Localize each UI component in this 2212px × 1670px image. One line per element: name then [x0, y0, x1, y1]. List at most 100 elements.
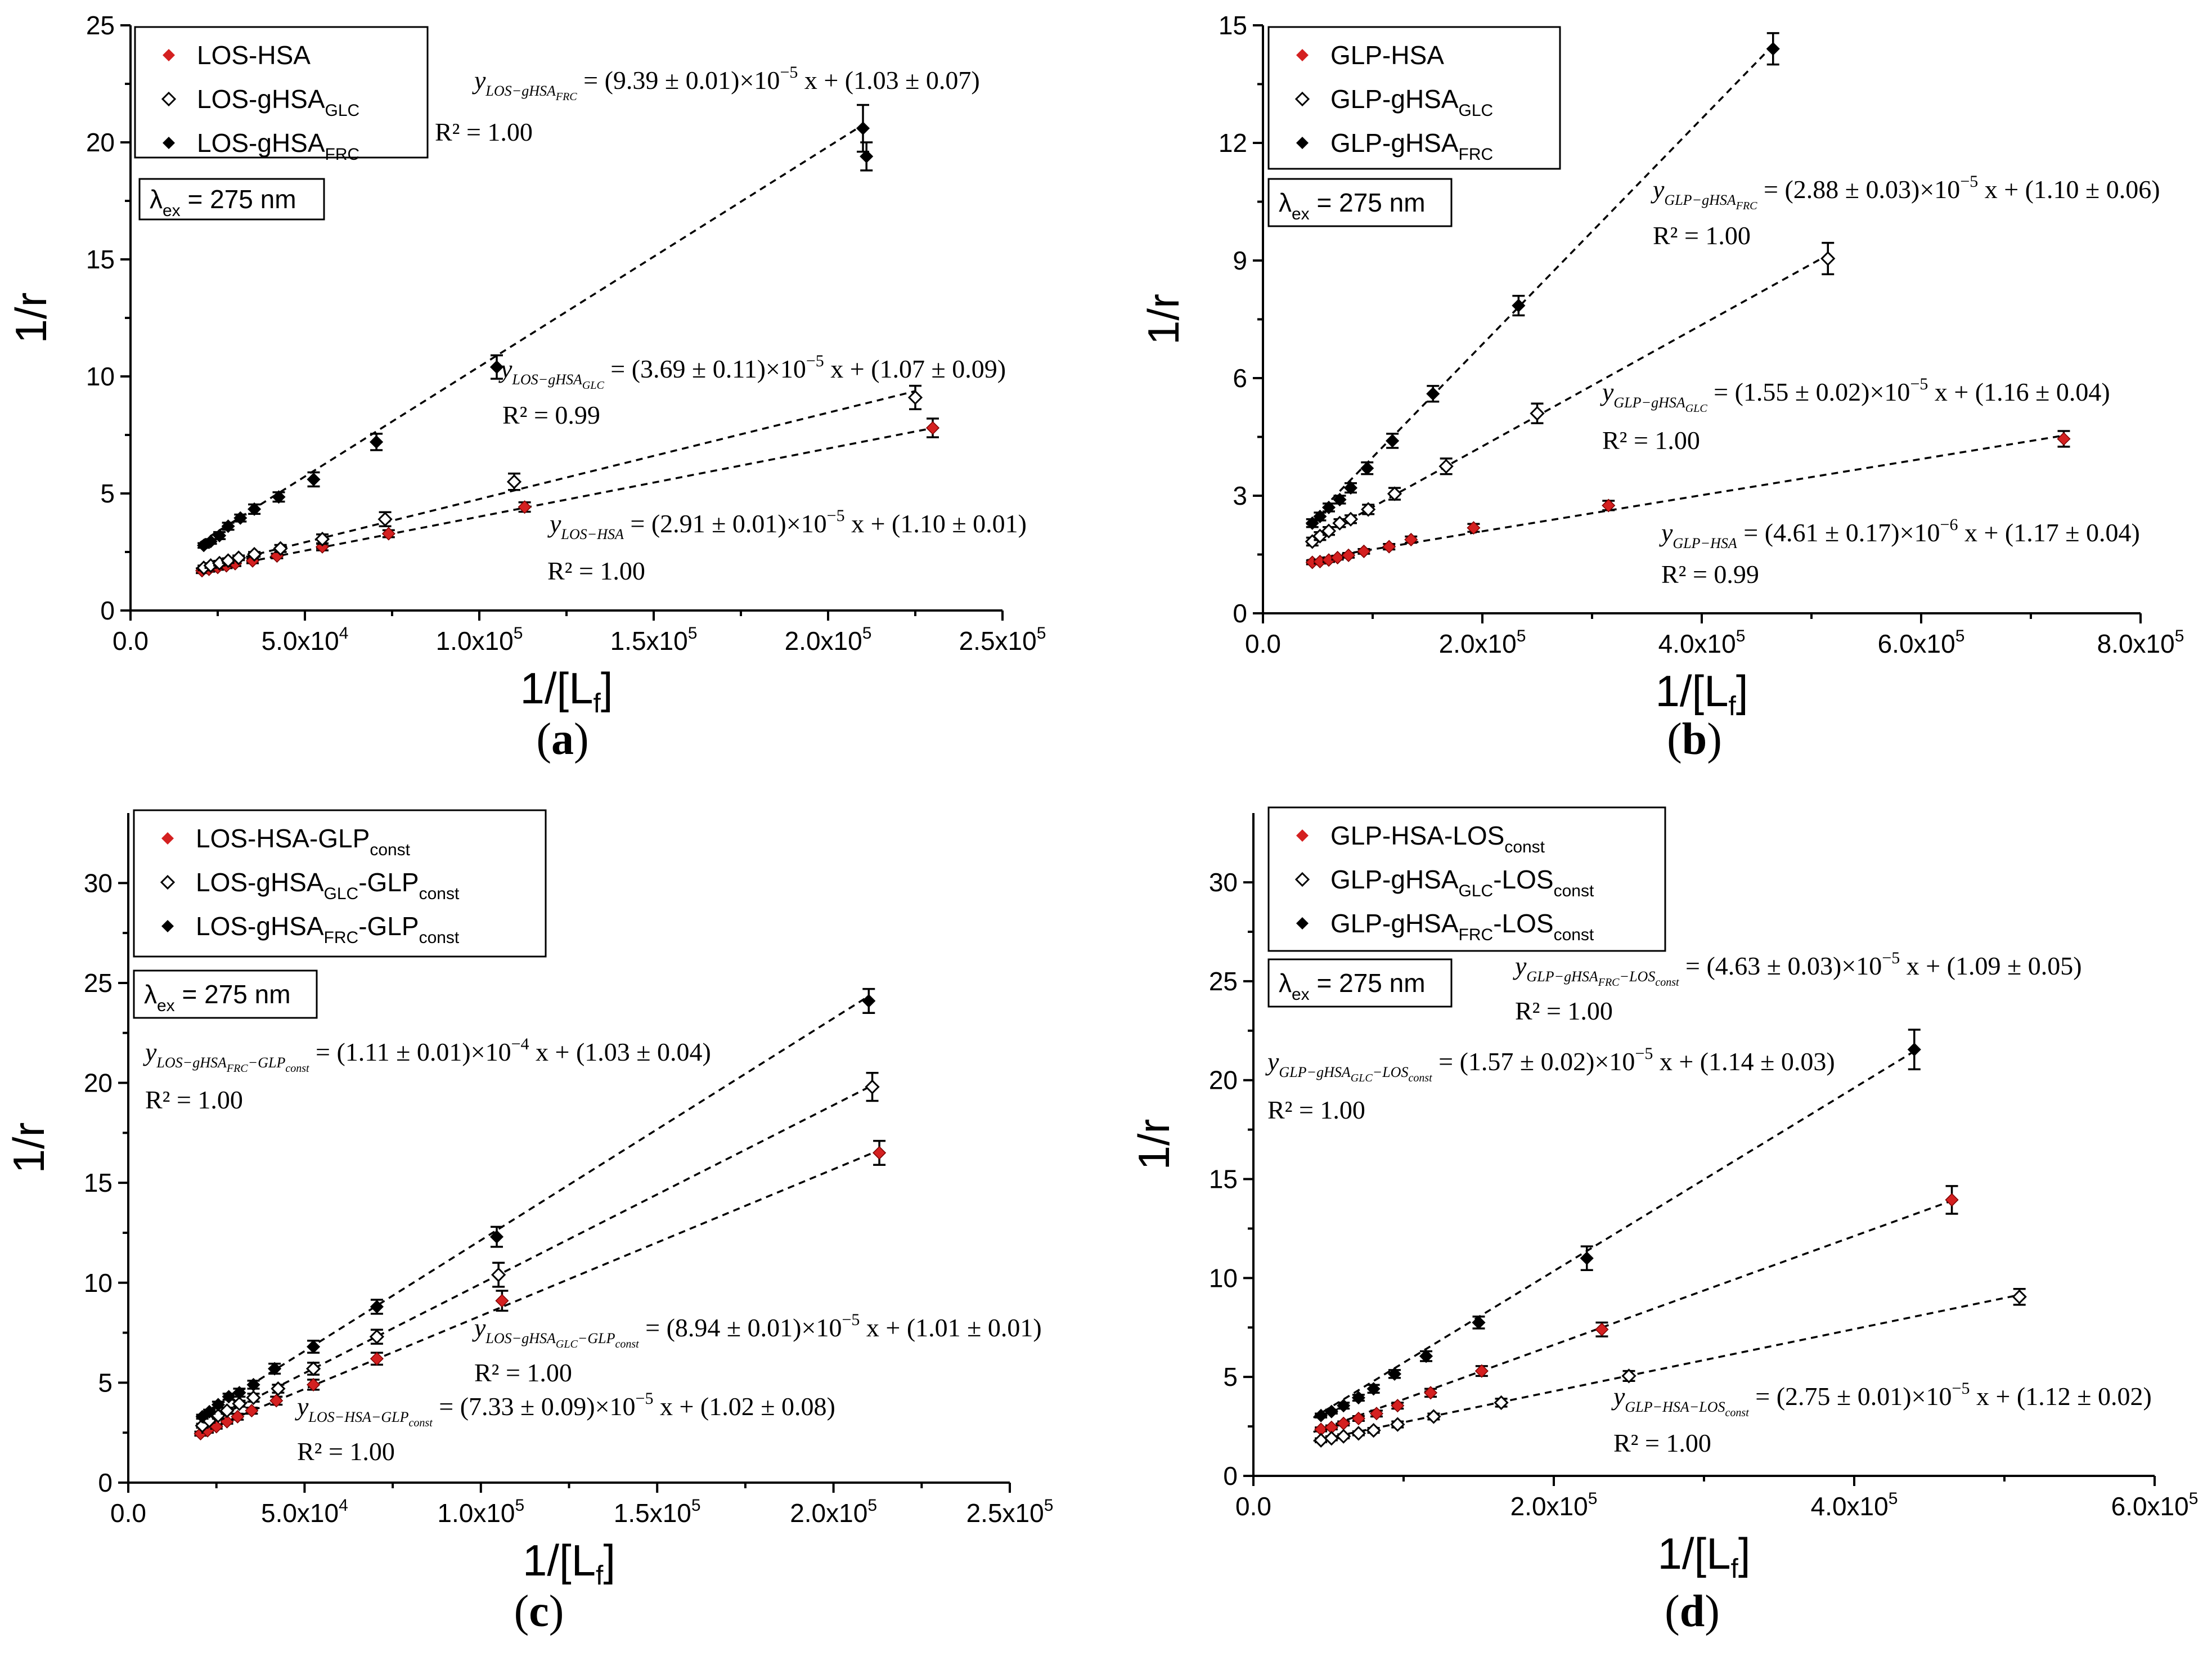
x-tick-label: 2.0x105 — [785, 624, 872, 656]
r-squared: R² = 1.00 — [1515, 996, 1613, 1025]
legend-label: LOS-HSA-GLPconst — [196, 824, 411, 859]
legend-marker — [1296, 137, 1309, 149]
legend-marker — [163, 49, 175, 61]
data-point — [213, 528, 227, 542]
data-point — [246, 547, 262, 562]
panel-label: (d) — [1665, 1587, 1720, 1636]
y-tick-label: 0 — [98, 1468, 113, 1497]
data-point — [1366, 1382, 1381, 1396]
data-point — [1351, 1411, 1365, 1426]
y-tick-label: 25 — [86, 11, 115, 40]
data-point — [1595, 1322, 1609, 1336]
series-GLP-gHSAFRC — [1305, 32, 1780, 530]
data-point — [495, 1294, 509, 1308]
x-tick-label: 2.5x105 — [966, 1496, 1054, 1528]
excitation-label: λex = 275 nm — [144, 980, 291, 1015]
legend-label: GLP-gHSAGLC-LOSconst — [1330, 865, 1594, 900]
r-squared: R² = 1.00 — [145, 1085, 243, 1114]
data-point — [1426, 387, 1440, 401]
series-LOS-HSA — [195, 418, 940, 578]
legend-box — [133, 809, 547, 958]
fit-line — [198, 1149, 880, 1434]
r-squared: R² = 1.00 — [1267, 1096, 1365, 1124]
data-point — [489, 360, 504, 374]
r-squared: R² = 0.99 — [1661, 560, 1759, 589]
series-LOS-gHSAFRC-GLPconst — [195, 987, 876, 1424]
y-axis-title: 1/r — [1129, 1119, 1179, 1170]
data-point — [489, 1230, 504, 1244]
data-point — [369, 1329, 385, 1344]
data-point — [1313, 509, 1327, 523]
data-point — [2057, 432, 2071, 446]
data-point — [271, 1381, 286, 1397]
legend-marker — [1296, 829, 1309, 842]
chart-panel-a: 0.0 5.0x104 1.0x105 1.5x105 2.0x105 2.5x105 0 5… — [6, 11, 1046, 764]
x-tick-label: 0.0 — [113, 626, 149, 656]
data-point — [1467, 521, 1481, 535]
data-point — [1621, 1368, 1636, 1384]
series-GLP-gHSAFRC-LOSconst — [1312, 1029, 1921, 1422]
legend-label: GLP-HSA — [1330, 41, 1444, 70]
y-tick-label: 5 — [1223, 1362, 1238, 1391]
data-point — [1360, 461, 1374, 475]
y-axis-title: 1/r — [1139, 294, 1188, 345]
data-point — [221, 519, 235, 533]
data-point — [1530, 406, 1545, 421]
legend-box — [1267, 806, 1666, 952]
fit-line — [200, 427, 933, 572]
y-tick-label: 15 — [86, 245, 115, 274]
data-point — [381, 527, 395, 541]
data-point — [1357, 544, 1371, 558]
data-point — [856, 121, 870, 136]
y-tick-label: 0 — [1223, 1461, 1238, 1491]
data-point — [1314, 1408, 1328, 1422]
legend-label: LOS-gHSAFRC-GLPconst — [196, 912, 460, 947]
excitation-box — [1267, 178, 1453, 227]
data-point — [1336, 1429, 1351, 1444]
legend-marker — [1294, 872, 1310, 887]
legend-label: GLP-gHSAFRC-LOSconst — [1330, 909, 1594, 944]
series-LOS-gHSAFRC — [197, 104, 874, 553]
data-point — [1766, 42, 1780, 56]
legend-label: LOS-HSA — [197, 41, 311, 70]
fit-equation: yGLP−gHSAFRC = (2.88 ± 0.03)×10−5 x + (1… — [1651, 172, 2160, 212]
data-point — [1366, 1423, 1381, 1438]
data-point — [1423, 1386, 1438, 1400]
data-point — [307, 1377, 321, 1392]
y-axis-title: 1/r — [6, 292, 56, 343]
data-point — [231, 550, 246, 565]
series-GLP-gHSAGLC — [1305, 241, 1836, 549]
data-point — [307, 1340, 321, 1354]
data-point — [506, 474, 522, 490]
data-point — [1337, 1399, 1351, 1413]
x-tick-label: 8.0x105 — [2097, 627, 2184, 658]
legend-label: GLP-gHSAGLC — [1330, 84, 1493, 120]
data-point — [1343, 511, 1359, 527]
data-point — [222, 1390, 236, 1404]
r-squared: R² = 0.99 — [502, 401, 600, 429]
legend-label: LOS-gHSAGLC-GLPconst — [196, 868, 460, 903]
x-axis-title: 1/[Lf] — [520, 663, 613, 719]
data-point — [1426, 1409, 1441, 1424]
panel-label: (c) — [514, 1587, 564, 1636]
panel-label: (a) — [536, 715, 588, 764]
legend-label: LOS-gHSAGLC — [197, 84, 359, 120]
data-point — [1342, 548, 1356, 562]
legend-box — [1267, 26, 1561, 170]
data-point — [491, 1267, 506, 1282]
fit-equation: yGLP−HSA = (4.61 ± 0.17)×10−6 x + (1.17 … — [1659, 515, 2140, 551]
legend-marker — [1294, 91, 1310, 107]
y-tick-label: 25 — [1209, 967, 1238, 996]
fit-equation: yLOS−HSA−GLPconst = (7.33 ± 0.09)×10−5 x… — [295, 1389, 835, 1429]
fit-line — [1306, 44, 1774, 526]
legend-marker — [160, 874, 176, 890]
fit-line — [1306, 434, 2064, 562]
data-point — [232, 1396, 247, 1411]
y-tick-label: 5 — [98, 1368, 113, 1397]
data-point — [1494, 1395, 1509, 1411]
series-GLP-HSA-LOSconst — [1313, 1185, 1959, 1436]
r-squared: R² = 1.00 — [474, 1358, 572, 1387]
data-point — [307, 472, 321, 487]
x-tick-label: 1.0x105 — [437, 1496, 524, 1528]
chart-panel-d: 0.0 2.0x105 4.0x105 6.0x105 0 5 10 15 20 25 30 1/[L… — [1129, 806, 2198, 1636]
